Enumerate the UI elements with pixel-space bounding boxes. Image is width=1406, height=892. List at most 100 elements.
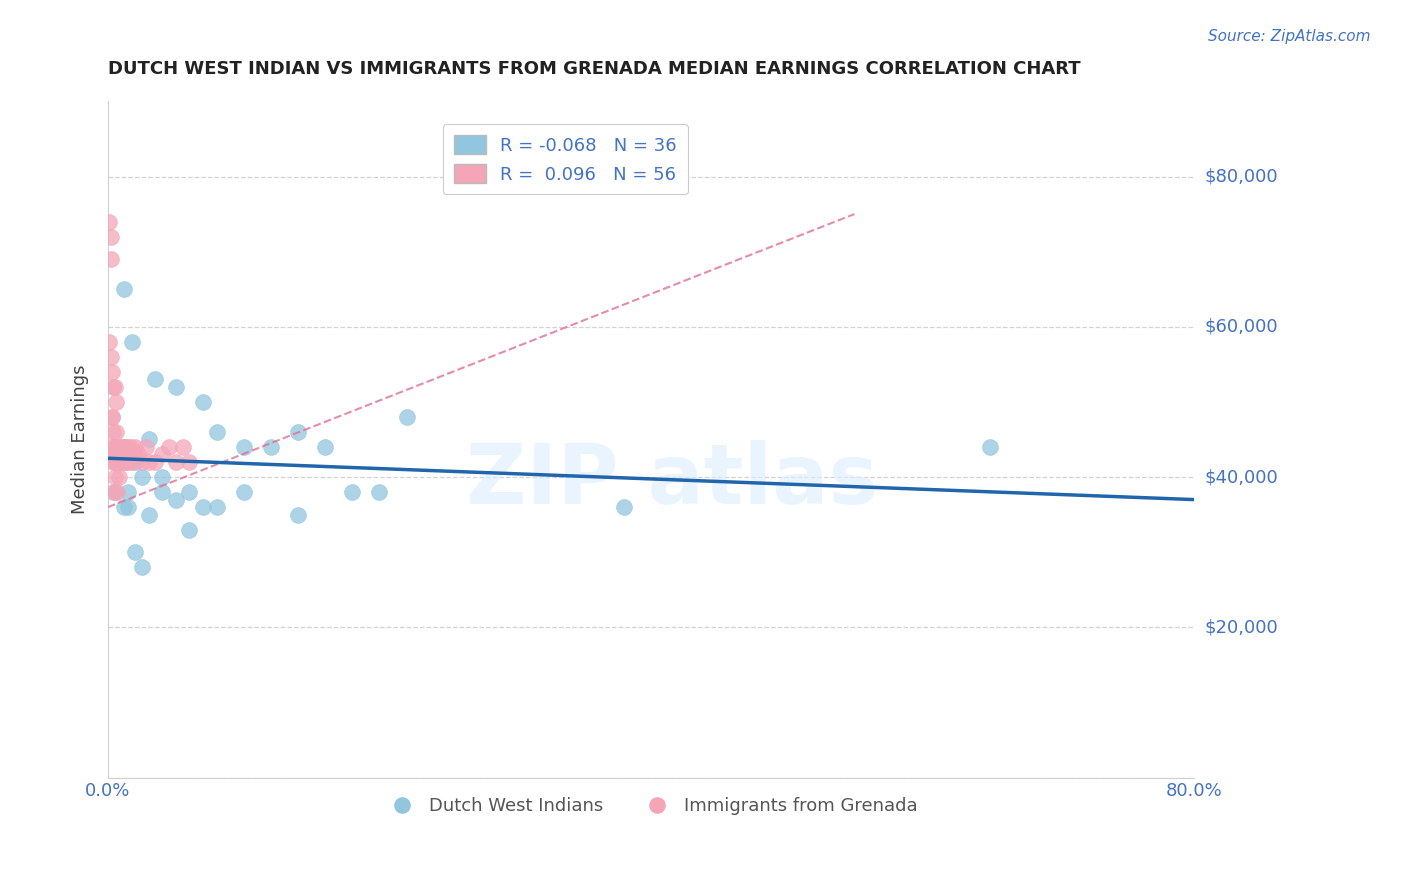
- Point: [613, 500, 636, 514]
- Point: [314, 440, 336, 454]
- Point: [145, 372, 167, 386]
- Point: [115, 448, 138, 462]
- Point: [124, 545, 146, 559]
- Point: [108, 455, 131, 469]
- Point: [165, 492, 187, 507]
- Point: [100, 229, 122, 244]
- Point: [105, 440, 128, 454]
- Point: [117, 440, 139, 454]
- Point: [111, 448, 134, 462]
- Point: [138, 455, 160, 469]
- Point: [172, 440, 194, 454]
- Point: [117, 455, 139, 469]
- Point: [108, 455, 131, 469]
- Point: [287, 508, 309, 522]
- Point: [104, 440, 127, 454]
- Text: $80,000: $80,000: [1205, 168, 1278, 186]
- Point: [150, 470, 173, 484]
- Point: [101, 440, 124, 454]
- Point: [101, 409, 124, 424]
- Text: $40,000: $40,000: [1205, 468, 1278, 486]
- Point: [98, 334, 121, 349]
- Point: [112, 500, 135, 514]
- Point: [120, 440, 142, 454]
- Point: [232, 485, 254, 500]
- Point: [112, 282, 135, 296]
- Point: [114, 440, 136, 454]
- Point: [165, 455, 187, 469]
- Legend: Dutch West Indians, Immigrants from Grenada: Dutch West Indians, Immigrants from Gren…: [377, 790, 925, 822]
- Point: [108, 455, 131, 469]
- Point: [131, 455, 153, 469]
- Point: [122, 448, 145, 462]
- Point: [131, 560, 153, 574]
- Point: [131, 470, 153, 484]
- Point: [103, 425, 125, 439]
- Point: [121, 334, 143, 349]
- Point: [342, 485, 364, 500]
- Point: [108, 470, 131, 484]
- Point: [105, 425, 128, 439]
- Point: [101, 409, 124, 424]
- Point: [101, 365, 124, 379]
- Point: [395, 409, 418, 424]
- Point: [117, 485, 139, 500]
- Point: [100, 350, 122, 364]
- Point: [117, 500, 139, 514]
- Point: [150, 448, 173, 462]
- Point: [205, 425, 228, 439]
- Point: [104, 455, 127, 469]
- Point: [157, 440, 180, 454]
- Point: [107, 448, 129, 462]
- Point: [103, 380, 125, 394]
- Point: [105, 448, 128, 462]
- Point: [979, 440, 1001, 454]
- Point: [114, 455, 136, 469]
- Point: [121, 455, 143, 469]
- Point: [104, 440, 127, 454]
- Text: DUTCH WEST INDIAN VS IMMIGRANTS FROM GRENADA MEDIAN EARNINGS CORRELATION CHART: DUTCH WEST INDIAN VS IMMIGRANTS FROM GRE…: [108, 60, 1081, 78]
- Point: [368, 485, 391, 500]
- Point: [108, 440, 131, 454]
- Point: [107, 485, 129, 500]
- Text: ZIP atlas: ZIP atlas: [467, 440, 879, 521]
- Point: [104, 380, 127, 394]
- Point: [260, 440, 283, 454]
- Point: [103, 485, 125, 500]
- Point: [150, 485, 173, 500]
- Point: [287, 425, 309, 439]
- Point: [179, 485, 201, 500]
- Point: [124, 440, 146, 454]
- Point: [191, 500, 214, 514]
- Point: [112, 440, 135, 454]
- Point: [145, 455, 167, 469]
- Point: [118, 448, 141, 462]
- Point: [98, 214, 121, 228]
- Point: [112, 455, 135, 469]
- Point: [103, 455, 125, 469]
- Point: [110, 448, 132, 462]
- Point: [104, 485, 127, 500]
- Point: [179, 523, 201, 537]
- Point: [191, 395, 214, 409]
- Point: [138, 433, 160, 447]
- Point: [135, 440, 157, 454]
- Point: [110, 455, 132, 469]
- Point: [111, 440, 134, 454]
- Point: [232, 440, 254, 454]
- Text: Source: ZipAtlas.com: Source: ZipAtlas.com: [1208, 29, 1371, 44]
- Point: [108, 455, 131, 469]
- Point: [179, 455, 201, 469]
- Text: $20,000: $20,000: [1205, 618, 1278, 636]
- Point: [165, 380, 187, 394]
- Point: [100, 252, 122, 267]
- Point: [138, 508, 160, 522]
- Point: [124, 455, 146, 469]
- Y-axis label: Median Earnings: Median Earnings: [72, 365, 89, 514]
- Point: [105, 395, 128, 409]
- Text: $60,000: $60,000: [1205, 318, 1278, 335]
- Point: [205, 500, 228, 514]
- Point: [104, 470, 127, 484]
- Point: [107, 455, 129, 469]
- Point: [110, 440, 132, 454]
